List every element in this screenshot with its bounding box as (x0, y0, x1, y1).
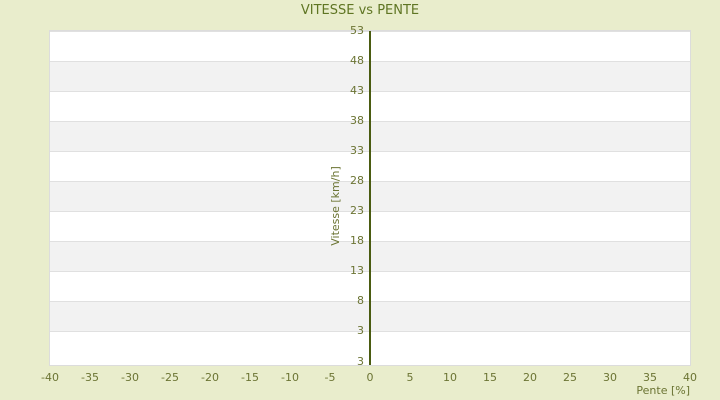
y-tick-label: 43 (350, 84, 364, 97)
y-tick-label: 38 (350, 114, 364, 127)
y-tick-label: 28 (350, 174, 364, 187)
x-axis-title: Pente [%] (636, 384, 690, 397)
y-tick-label: 18 (350, 234, 364, 247)
x-tick-label: -30 (121, 371, 139, 384)
x-tick-label: 0 (366, 371, 374, 384)
y-tick-label: 53 (350, 24, 364, 37)
x-tick-label: 15 (483, 371, 497, 384)
y-tick-label: 3 (357, 324, 364, 337)
x-tick-label: 10 (443, 371, 457, 384)
y-axis-line (369, 31, 371, 365)
x-tick-label: -35 (81, 371, 99, 384)
x-tick-label: 40 (683, 371, 697, 384)
x-tick-label: -15 (241, 371, 259, 384)
x-tick-label: 30 (603, 371, 617, 384)
x-tick-label: 5 (406, 371, 414, 384)
x-tick-label: -5 (324, 371, 336, 384)
x-tick-label: -40 (41, 371, 59, 384)
x-tick-label: -20 (201, 371, 219, 384)
y-tick-label: 48 (350, 54, 364, 67)
x-tick-label: 20 (523, 371, 537, 384)
chart-title: VITESSE vs PENTE (300, 3, 420, 18)
y-tick-label: 8 (357, 294, 364, 307)
x-tick-label: 35 (643, 371, 657, 384)
x-tick-label: -25 (161, 371, 179, 384)
y-tick-label: 23 (350, 204, 364, 217)
x-tick-label: -10 (281, 371, 299, 384)
y-tick-label: 33 (350, 144, 364, 157)
y-tick-label: 13 (350, 264, 364, 277)
x-tick-label: 25 (563, 371, 577, 384)
y-tick-label: 3 (357, 355, 364, 368)
